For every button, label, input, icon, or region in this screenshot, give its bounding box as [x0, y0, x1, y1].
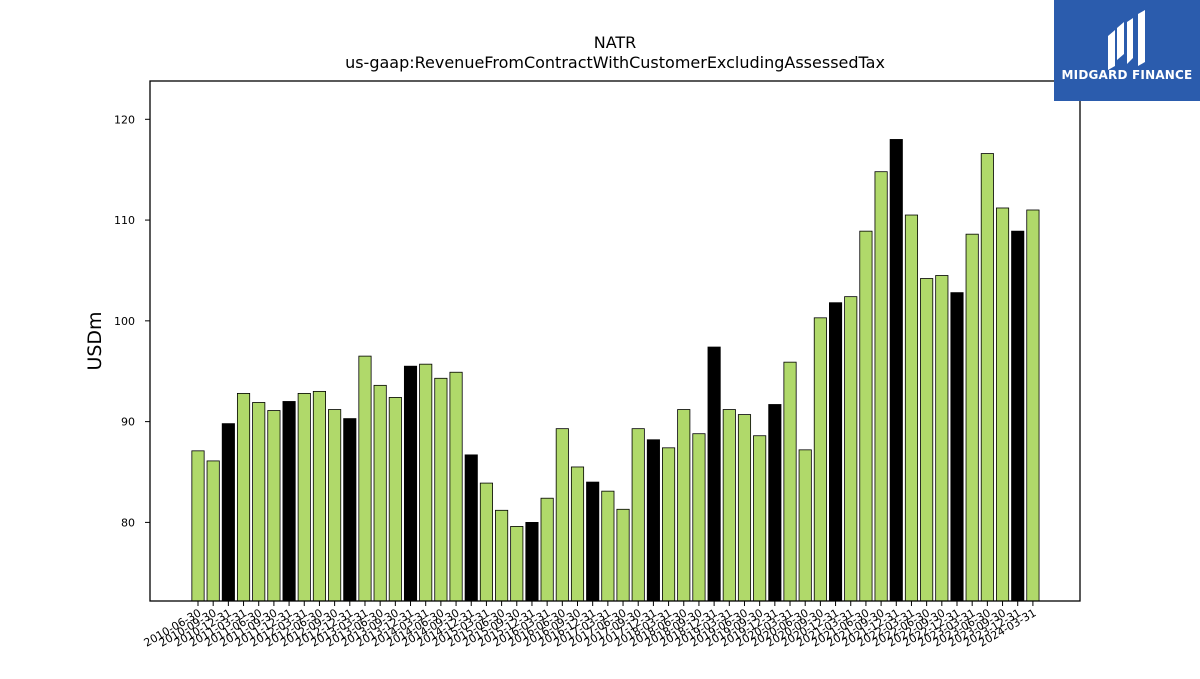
bar-2018-12-31	[707, 346, 721, 602]
midgard-logo: MIDGARD FINANCE	[1054, 0, 1200, 101]
bar-2011-03-31	[236, 392, 251, 602]
y-tick-label: 110	[114, 214, 135, 227]
bar-2016-06-30	[555, 428, 569, 602]
bar-2017-03-31	[601, 490, 615, 602]
bar-2022-06-30	[920, 278, 934, 602]
bar-2019-12-31	[768, 404, 782, 602]
bar-2022-12-31	[950, 292, 964, 602]
y-axis-ticks: 80 90 100 110 120	[114, 113, 150, 529]
bar-2023-12-31	[1011, 230, 1025, 602]
bars-group	[191, 139, 1040, 602]
bar-2017-06-30	[616, 508, 630, 602]
y-tick-label: 80	[121, 516, 135, 529]
bar-2012-12-31	[343, 418, 357, 602]
bar-2014-03-31	[419, 363, 433, 602]
bar-2017-12-31	[646, 439, 660, 602]
bar-2012-09-30	[328, 409, 342, 602]
bar-2021-03-31	[844, 296, 858, 602]
bar-2014-06-30	[434, 377, 448, 602]
bar-2020-03-31	[783, 361, 797, 602]
y-tick-label: 90	[121, 416, 135, 429]
plot-frame	[149, 80, 1081, 602]
bar-2019-06-30	[737, 414, 752, 602]
bar-2018-09-30	[692, 433, 706, 602]
bar-2011-06-30	[252, 402, 266, 602]
bar-2023-06-30	[980, 153, 994, 602]
y-tick-label: 100	[114, 315, 135, 328]
bar-2015-03-31	[479, 482, 493, 602]
bar-2016-12-31	[586, 481, 600, 602]
bar-2019-09-30	[753, 435, 767, 602]
bar-2021-09-30	[874, 171, 888, 602]
bar-2013-12-31	[403, 365, 418, 602]
bar-2022-09-30	[935, 275, 949, 602]
bar-2024-03-31	[1026, 209, 1040, 602]
y-axis-label: USDm	[84, 311, 106, 370]
bar-2020-09-30	[813, 317, 827, 602]
logo-text: MIDGARD FINANCE	[1061, 68, 1193, 82]
bar-2021-12-31	[889, 139, 903, 602]
bar-2012-03-31	[297, 392, 311, 602]
chart-subtitle: us-gaap:RevenueFromContractWithCustomerE…	[345, 53, 885, 72]
bar-2012-06-30	[312, 390, 326, 602]
bar-2014-12-31	[464, 454, 478, 602]
bar-2015-06-30	[495, 509, 509, 602]
bar-2018-06-30	[677, 409, 691, 602]
bar-2023-03-31	[965, 233, 979, 602]
bar-2018-03-31	[662, 447, 676, 602]
bar-2010-09-30	[206, 460, 220, 602]
bar-2020-12-31	[829, 302, 843, 602]
bar-2016-03-31	[540, 497, 554, 602]
bar-2011-09-30	[267, 410, 281, 602]
bar-2023-09-30	[995, 207, 1010, 602]
y-tick-label: 120	[114, 113, 135, 126]
bar-2013-09-30	[388, 397, 402, 602]
bar-2019-03-31	[722, 409, 736, 602]
chart-title: NATR	[594, 33, 637, 52]
bar-2013-03-31	[358, 355, 372, 602]
bar-2016-09-30	[570, 466, 585, 602]
bar-2015-09-30	[510, 526, 524, 602]
bar-2021-06-30	[859, 230, 873, 602]
bar-2020-06-30	[798, 449, 812, 602]
bar-2014-09-30	[449, 371, 463, 602]
bar-2013-06-30	[373, 384, 387, 602]
bar-2017-09-30	[631, 428, 645, 602]
midgard-logo-icon	[1108, 10, 1145, 70]
bar-2015-12-31	[525, 522, 539, 602]
x-axis-ticks: 2010-06-302010-09-302010-12-312011-03-31…	[142, 601, 1038, 650]
bar-2010-06-30	[191, 450, 205, 602]
bar-2010-12-31	[221, 423, 235, 602]
bar-2011-12-31	[282, 401, 296, 602]
bar-2022-03-31	[904, 214, 919, 602]
